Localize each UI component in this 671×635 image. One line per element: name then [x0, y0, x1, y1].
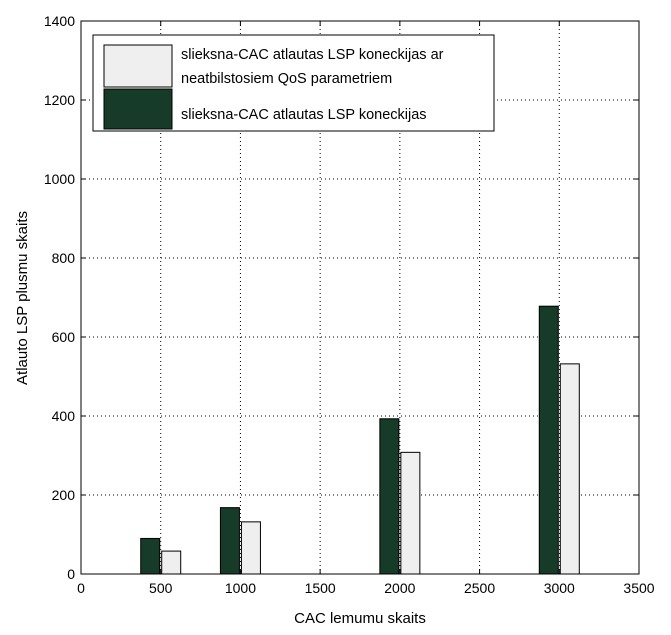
y-tick-label: 0 — [67, 566, 75, 582]
y-axis-title: Atlauto LSP plusmu skaits — [14, 211, 31, 385]
bar-dark-series — [538, 305, 559, 575]
x-tick-label: 1000 — [225, 580, 256, 596]
x-tick-label: 3500 — [623, 580, 654, 596]
axis-ticks: 0 200 400 600 800 1000 1200 1400 0 500 1000 1500 200… — [44, 13, 655, 596]
legend: slieksna-CAC atlautas LSP koneckijas ar n… — [92, 34, 495, 132]
bar-dark-series — [140, 537, 161, 575]
x-axis-title: CAC lemumu skaits — [294, 610, 426, 627]
legend-swatch-light — [103, 44, 173, 88]
legend-label-light-line2: neatbilstosiem QoS parametriem — [181, 71, 392, 87]
y-tick-label: 1200 — [44, 92, 75, 108]
legend-label-dark: slieksna-CAC atlautas LSP koneckijas — [181, 107, 427, 123]
y-tick-label: 1000 — [44, 171, 75, 187]
x-tick-label: 1500 — [305, 580, 336, 596]
x-tick-label: 3000 — [544, 580, 575, 596]
x-tick-label: 500 — [149, 580, 173, 596]
bars — [140, 305, 580, 575]
y-tick-label: 600 — [52, 329, 76, 345]
plot-frame — [80, 20, 640, 575]
bar-light-series — [161, 550, 182, 575]
legend-label-light-line1: slieksna-CAC atlautas LSP koneckijas ar — [181, 47, 444, 63]
x-tick-label: 0 — [77, 580, 85, 596]
x-tick-label: 2000 — [384, 580, 415, 596]
bar-dark-series — [219, 507, 240, 575]
y-tick-label: 1400 — [44, 13, 75, 29]
bar-dark-series — [379, 418, 400, 575]
bar-light-series — [240, 521, 261, 575]
y-tick-label: 400 — [52, 408, 76, 424]
x-tick-label: 2500 — [464, 580, 495, 596]
y-tick-label: 200 — [52, 487, 76, 503]
legend-swatch-dark — [103, 88, 173, 130]
y-tick-label: 800 — [52, 250, 76, 266]
bar-light-series — [400, 451, 421, 575]
bar-light-series — [559, 363, 580, 575]
